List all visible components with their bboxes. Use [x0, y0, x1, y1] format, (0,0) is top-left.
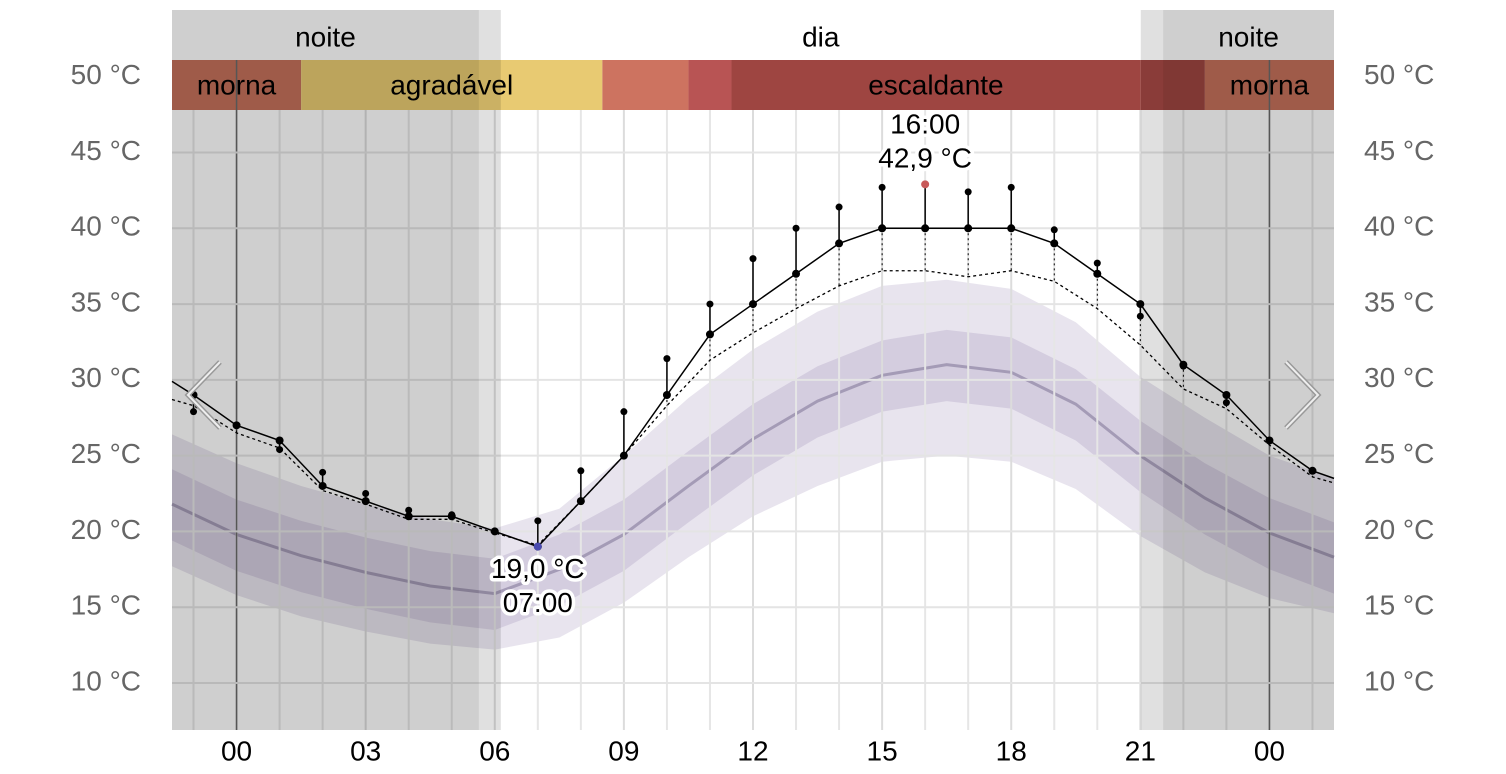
feels-like-point	[577, 467, 585, 475]
feels-like-point	[835, 203, 843, 211]
y-tick-label: 15 °C	[71, 590, 141, 621]
series-point	[662, 391, 671, 400]
y-tick-label: 35 °C	[71, 286, 141, 317]
comfort-segment	[602, 60, 689, 110]
next-arrow-inner[interactable]	[1285, 361, 1320, 429]
series-point	[705, 330, 714, 339]
x-tick-label: 12	[737, 735, 768, 766]
series-point	[878, 224, 887, 233]
annotation-label: 42,9 °C	[878, 143, 972, 174]
feels-like-point	[405, 506, 413, 514]
series-line	[171, 270, 1335, 546]
series-point	[1007, 224, 1016, 233]
y2-tick-label: 25 °C	[1364, 438, 1434, 469]
feels-like-point	[1136, 312, 1144, 320]
feels-like-point	[1093, 259, 1101, 267]
annotation-time: 07:00	[503, 587, 573, 618]
x-tick-label: 03	[350, 735, 381, 766]
period-label: noite	[1218, 21, 1279, 52]
feels-like-point	[878, 183, 886, 191]
feels-like-point	[448, 511, 456, 519]
y-tick-label: 45 °C	[71, 135, 141, 166]
series-point	[835, 239, 844, 248]
comfort-label: escaldante	[868, 69, 1003, 100]
y2-tick-label: 10 °C	[1364, 665, 1434, 696]
y-tick-label: 25 °C	[71, 438, 141, 469]
series-point	[1093, 269, 1102, 278]
feels-like-point	[964, 188, 972, 196]
comfort-segment	[301, 60, 603, 110]
y2-tick-label: 30 °C	[1364, 362, 1434, 393]
series-point	[318, 481, 327, 490]
comfort-label: agradável	[390, 69, 513, 100]
feels-like-point	[792, 224, 800, 232]
climate-inner-band	[172, 329, 1334, 630]
y2-tick-label: 15 °C	[1364, 590, 1434, 621]
twilight-shade	[1140, 10, 1164, 730]
feels-like-point	[190, 408, 198, 416]
feels-like-point	[1179, 362, 1187, 370]
y2-tick-label: 20 °C	[1364, 514, 1434, 545]
comfort-segment	[731, 60, 1141, 110]
feels-like-point	[749, 255, 757, 263]
comfort-segment	[1140, 60, 1205, 110]
feels-like-point	[362, 490, 370, 498]
feels-like-point	[620, 408, 628, 416]
feels-like-point	[1007, 183, 1015, 191]
feels-like-point	[319, 468, 327, 476]
period-label: noite	[295, 21, 356, 52]
series-point	[275, 436, 284, 445]
previous-arrow-inner[interactable]	[186, 361, 221, 429]
series-point	[964, 224, 973, 233]
twilight-shade	[478, 10, 501, 730]
annotation-label: 19,0 °C	[491, 553, 585, 584]
data-layer	[171, 180, 1335, 551]
night-shade	[172, 10, 479, 730]
y2-tick-label: 45 °C	[1364, 135, 1434, 166]
y2-tick-label: 35 °C	[1364, 286, 1434, 317]
feels-like-point	[663, 355, 671, 363]
x-tick-label: 06	[479, 735, 510, 766]
text-layer: noite dia noite morna agradável escaldante mor…	[71, 21, 1435, 766]
feels-like-point	[1222, 399, 1230, 407]
series-point	[749, 300, 757, 309]
series-point	[921, 224, 930, 233]
night-shade	[1163, 10, 1334, 730]
x-tick-label: 15	[867, 735, 898, 766]
series-point	[792, 269, 801, 278]
series-point	[1050, 239, 1059, 248]
y-tick-label: 30 °C	[71, 362, 141, 393]
comfort-label: morna	[1230, 69, 1310, 100]
extreme-point	[921, 180, 930, 189]
x-tick-label: 18	[996, 735, 1027, 766]
y2-tick-label: 50 °C	[1364, 59, 1434, 90]
series-point	[1222, 391, 1231, 400]
comfort-label: morna	[197, 69, 277, 100]
x-tick-label: 00	[221, 735, 252, 766]
series-point	[232, 421, 241, 430]
feels-like-point	[276, 446, 284, 454]
period-label: dia	[802, 21, 840, 52]
feels-like-point	[534, 517, 542, 525]
series-point	[404, 512, 413, 521]
y-tick-label: 10 °C	[71, 665, 141, 696]
series-point	[1136, 300, 1145, 309]
y2-tick-label: 40 °C	[1364, 211, 1434, 242]
background-layer	[171, 10, 1335, 730]
x-tick-label: 21	[1125, 735, 1156, 766]
annotation-time: 16:00	[890, 109, 960, 140]
comfort-segment	[688, 60, 732, 110]
x-tick-label: 09	[608, 735, 639, 766]
y-tick-label: 20 °C	[71, 514, 141, 545]
series-point	[1265, 436, 1274, 445]
extreme-point	[533, 542, 542, 551]
y-tick-label: 40 °C	[71, 211, 141, 242]
series-point	[1308, 466, 1317, 475]
feels-like-point	[1050, 226, 1058, 234]
y-tick-label: 50 °C	[71, 59, 141, 90]
x-tick-label: 00	[1254, 735, 1285, 766]
feels-like-point	[706, 300, 714, 308]
